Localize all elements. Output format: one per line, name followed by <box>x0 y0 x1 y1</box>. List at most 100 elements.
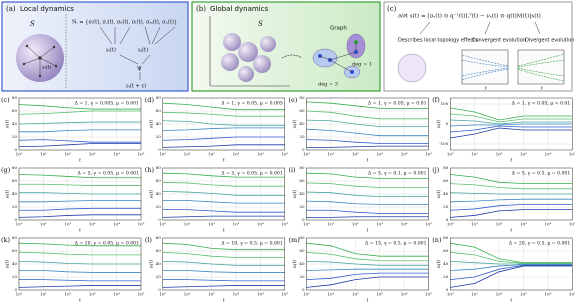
series-line <box>450 264 573 271</box>
x-tick-label: 10¹ <box>328 222 335 227</box>
y-tick-label: 60 <box>299 248 305 253</box>
y-tick-label: -100 <box>439 141 448 146</box>
series-line <box>450 107 573 121</box>
graph-label: Graph <box>330 26 347 32</box>
y-tick-label: 0 <box>158 217 161 222</box>
x-tick-label: 10² <box>352 152 359 157</box>
y-tick-label: 20 <box>156 274 162 279</box>
arrows <box>99 26 176 80</box>
series-line <box>162 242 285 251</box>
note-local: Describes local topology effects <box>398 38 478 44</box>
x-tick-label: 10² <box>208 152 215 157</box>
plot-frame <box>306 97 429 151</box>
y-tick-label: 20 <box>12 134 18 139</box>
y-tick-label: 40 <box>443 191 449 196</box>
y-tick-label: 0 <box>302 287 305 292</box>
deg-1: deg = 1 <box>352 62 372 68</box>
panel-label: (d) <box>145 96 155 104</box>
series-line <box>162 172 285 178</box>
x-tick-label: 10⁰ <box>303 292 310 297</box>
plot-frame <box>18 237 142 291</box>
x-tick-label: 10¹ <box>184 292 191 297</box>
annotation: Δ = 1, γ = 0.05, μ = 0.01 <box>512 101 571 107</box>
plot-frame <box>162 97 285 151</box>
series-line <box>450 204 573 211</box>
y-tick-label: 0 <box>14 217 17 222</box>
x-tick-label: 10⁰ <box>447 152 454 157</box>
y-axis-label: sᵢ(t) <box>291 259 298 268</box>
y-tick-label: 20 <box>12 204 18 209</box>
series-line <box>18 121 141 125</box>
x-tick-label: 10¹ <box>471 292 478 297</box>
x-tick-label: 10² <box>352 292 359 297</box>
series-line <box>306 145 429 148</box>
x-tick-label: 10⁵ <box>569 222 575 227</box>
series-line <box>306 128 429 137</box>
y-tick-label: 20 <box>156 204 162 209</box>
x-axis-label: t <box>510 228 512 234</box>
x-tick-label: 10⁵ <box>281 292 288 297</box>
y-axis-label: sᵢ(t) <box>147 189 154 198</box>
series-line <box>19 183 141 186</box>
series-line <box>306 216 429 218</box>
x-tick-label: 10³ <box>520 152 527 157</box>
y-tick-label: 60 <box>12 178 18 183</box>
x-tick-label: 10³ <box>89 292 96 297</box>
y-axis-label: sᵢ(t) <box>291 119 298 128</box>
y-tick-label: 40 <box>299 261 305 266</box>
x-tick-label: 10² <box>208 222 215 227</box>
axis-label: t <box>541 86 544 92</box>
y-tick-label: 20 <box>156 134 162 139</box>
y-tick-label: 60 <box>156 178 162 183</box>
panel-label: (h) <box>145 166 155 174</box>
series-line <box>18 174 141 179</box>
next-state: sᵢ(t + ε) <box>126 83 146 90</box>
series-line <box>18 214 141 218</box>
series-line <box>450 198 573 203</box>
y-tick-label: 80 <box>443 165 449 170</box>
series-line <box>306 200 429 205</box>
deg-3: deg = 3 <box>318 82 338 88</box>
series-line <box>19 279 141 282</box>
inset-divergent <box>517 49 565 85</box>
annotation: Δ = 5, γ = 0.1, μ = 0.001 <box>368 171 427 177</box>
plot-frame <box>18 167 142 221</box>
y-axis-label: sᵢ(t) <box>291 189 298 198</box>
y-tick-label: 20 <box>299 204 305 209</box>
series-line <box>18 143 141 148</box>
x-tick-label: 10⁵ <box>425 222 432 227</box>
arrow <box>281 54 303 59</box>
panel-label: (l) <box>145 236 153 244</box>
series-line <box>306 276 429 288</box>
series-line <box>18 104 141 110</box>
y-tick-label: 0 <box>158 287 161 292</box>
plot-frame <box>450 97 573 151</box>
axis-label: t <box>485 86 488 92</box>
series-line <box>162 209 285 213</box>
y-tick-label: 0 <box>302 147 305 152</box>
x-tick-label: 10¹ <box>471 152 478 157</box>
series-line <box>162 270 285 273</box>
annotation: Δ = 15, γ = 0.5, μ = 0.001 <box>365 241 427 247</box>
x-axis-label: t <box>367 228 369 234</box>
x-tick-label: 10⁴ <box>113 152 120 157</box>
series-line <box>19 192 141 195</box>
x-tick-label: 10¹ <box>471 222 478 227</box>
y-axis-label: sᵢ(t) <box>147 259 154 268</box>
series-line <box>450 242 573 264</box>
annotation: Δ = 1, γ = 0.05, μ = 0.005 <box>221 101 283 107</box>
series-line <box>18 251 141 256</box>
y-tick-label: 60 <box>299 108 305 113</box>
x-tick-label: 10⁰ <box>159 292 166 297</box>
y-tick-label: 40 <box>156 261 162 266</box>
x-tick-label: 10⁰ <box>16 292 23 297</box>
state-i: sᵢ(t) <box>106 47 116 54</box>
plot-frame <box>450 167 573 221</box>
series-line <box>450 125 573 133</box>
spheres <box>221 33 276 82</box>
x-tick-label: 10² <box>64 292 71 297</box>
y-tick-label: 60 <box>299 178 305 183</box>
series-line <box>450 123 573 127</box>
x-tick-label: 10⁵ <box>425 292 432 297</box>
series-line <box>450 127 573 139</box>
